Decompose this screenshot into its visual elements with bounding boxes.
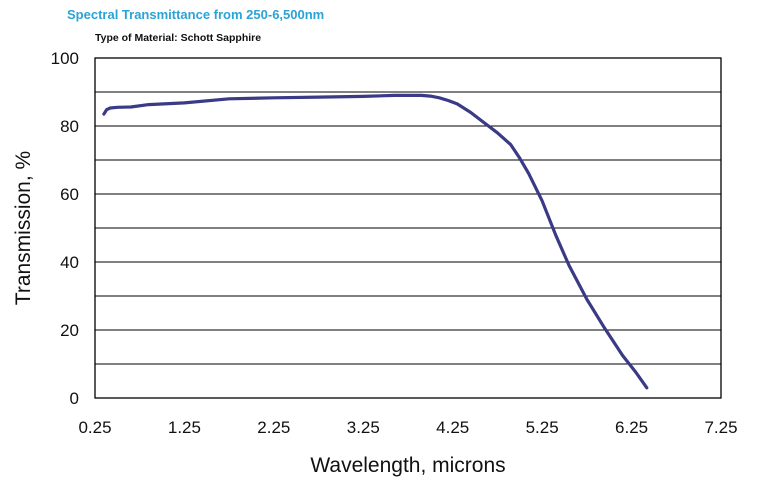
- y-tick-label: 100: [51, 49, 79, 68]
- x-tick-label: 3.25: [347, 418, 380, 437]
- y-tick-label: 0: [70, 389, 79, 408]
- x-tick-label: 6.25: [615, 418, 648, 437]
- series-line-schott-sapphire: [102, 93, 649, 390]
- y-tick-label: 40: [60, 253, 79, 272]
- x-axis-label: Wavelength, microns: [310, 454, 505, 477]
- x-tick-label: 5.25: [526, 418, 559, 437]
- series-layer: [102, 93, 649, 390]
- y-axis-label: Transmission, %: [12, 151, 35, 305]
- x-tick-label: 2.25: [257, 418, 290, 437]
- y-tick-label: 80: [60, 117, 79, 136]
- x-tick-labels: 0.25 1.25 2.25 3.25 4.25 5.25 6.25 7.25: [78, 418, 737, 437]
- chart-title: Spectral Transmittance from 250-6,500nm: [67, 7, 325, 22]
- x-tick-label: 1.25: [168, 418, 201, 437]
- x-tick-label: 0.25: [78, 418, 111, 437]
- chart-subtitle: Type of Material: Schott Sapphire: [95, 32, 262, 44]
- y-tick-label: 60: [60, 185, 79, 204]
- x-tick-label: 4.25: [436, 418, 469, 437]
- grid-layer: [95, 91, 721, 365]
- y-tick-label: 20: [60, 321, 79, 340]
- x-tick-label: 7.25: [704, 418, 737, 437]
- plot-frame: [94, 57, 722, 399]
- y-tick-labels: 0 20 40 60 80 100: [51, 49, 79, 408]
